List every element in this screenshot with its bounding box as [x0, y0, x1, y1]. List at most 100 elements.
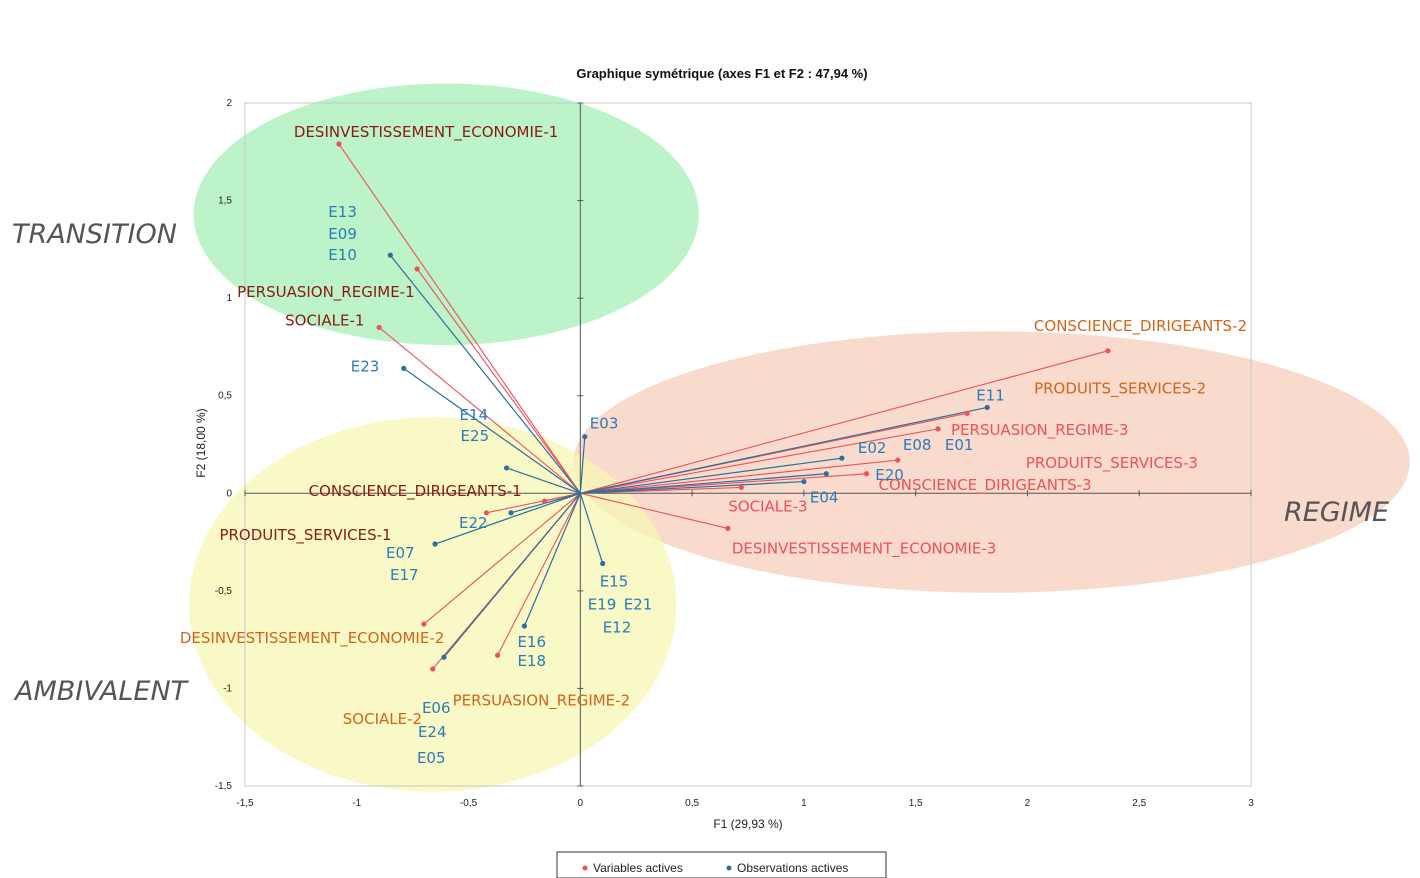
observation-label: E05	[417, 749, 446, 767]
variable-point	[738, 484, 744, 491]
observation-point	[582, 434, 588, 440]
observation-vector	[434, 492, 581, 545]
observation-point	[432, 541, 438, 547]
observation-label: E02	[858, 439, 887, 457]
observation-label: E16	[517, 633, 546, 651]
variable-point	[895, 457, 901, 463]
y-tick-label: -0,5	[215, 586, 233, 597]
zone-regime	[573, 331, 1410, 593]
observation-point	[503, 465, 510, 471]
x-tick-label: 0,5	[685, 798, 699, 809]
observation-label: E24	[418, 723, 447, 741]
observation-label: E25	[461, 427, 490, 445]
zone-transition-label: TRANSITION	[12, 219, 177, 250]
zone-ambivalent	[189, 417, 677, 792]
variable-label: PRODUITS_SERVICES-1	[219, 526, 391, 545]
observation-label: E19	[588, 596, 617, 614]
legend-variables-label: Variables actives	[593, 861, 683, 875]
observation-vector	[523, 493, 581, 627]
variable-label: SOCIALE-3	[728, 497, 807, 515]
observation-point	[508, 510, 514, 516]
observation-label: E18	[517, 652, 546, 670]
legend-variables-marker	[582, 865, 588, 871]
x-tick-label: 3	[1248, 798, 1254, 809]
observation-label: E01	[945, 436, 974, 454]
zone-regime-label: REGIME	[1284, 497, 1389, 528]
observation-label: E14	[460, 406, 489, 424]
zone-ambivalent-label: AMBIVALENT	[13, 676, 190, 707]
x-tick-label: 1	[801, 798, 807, 809]
observation-point	[441, 654, 447, 660]
observation-point	[600, 560, 606, 567]
observation-label: E09	[328, 225, 357, 243]
y-tick-label: 0	[226, 488, 232, 499]
observation-label: E08	[903, 436, 932, 454]
variable-vector	[486, 492, 581, 514]
variable-point	[964, 410, 970, 416]
observation-label: E04	[810, 489, 839, 507]
observation-label: E21	[624, 596, 653, 614]
observation-vector	[579, 436, 586, 494]
observation-label: E20	[875, 466, 904, 484]
observation-point	[387, 252, 393, 258]
observation-label: E17	[390, 566, 419, 584]
observation-label: E03	[590, 415, 619, 433]
zone-transition	[193, 83, 699, 345]
x-axis-title: F1 (29,93 %)	[713, 817, 782, 831]
observation-point	[823, 471, 829, 477]
observation-label: E12	[603, 619, 632, 637]
variable-point	[495, 652, 501, 658]
variable-label: PERSUASION_REGIME-3	[951, 421, 1129, 440]
variable-label: PRODUITS_SERVICES-2	[1034, 379, 1206, 398]
variable-vector	[580, 459, 898, 494]
variable-label: PRODUITS_SERVICES-3	[1026, 454, 1198, 473]
variable-vector	[423, 492, 581, 625]
observation-vector	[403, 367, 581, 494]
legend-observations-marker	[726, 865, 732, 871]
y-tick-label: -1,5	[215, 781, 233, 792]
variable-point	[935, 426, 941, 432]
y-axis-title: F2 (18,00 %)	[194, 408, 208, 477]
observation-label: E10	[328, 246, 357, 264]
legend: Variables actives Observations actives	[556, 851, 887, 878]
observation-label: E15	[600, 573, 629, 591]
y-tick-label: 1	[226, 293, 232, 304]
variable-label: PERSUASION_REGIME-1	[237, 283, 415, 302]
observation-label: E22	[459, 514, 488, 532]
variable-label: DESINVESTISSEMENT_ECONOMIE-1	[294, 123, 558, 142]
variable-label: DESINVESTISSEMENT_ECONOMIE-2	[180, 629, 444, 648]
variable-label: SOCIALE-2	[343, 710, 422, 728]
observation-vector	[580, 480, 804, 494]
observation-vector	[580, 473, 827, 494]
y-tick-label: 1,5	[218, 196, 232, 207]
variable-vector	[338, 143, 581, 494]
observation-label: E23	[351, 357, 380, 375]
variable-label: CONSCIENCE_DIRIGEANTS-3	[878, 476, 1091, 495]
observation-vector	[579, 493, 604, 564]
observation-vector	[389, 254, 581, 494]
observation-point	[801, 478, 807, 485]
y-tick-label: -1	[223, 683, 232, 694]
variable-vector	[378, 326, 581, 494]
observation-label: E11	[976, 386, 1005, 404]
x-tick-label: 2,5	[1132, 798, 1146, 809]
variable-vector	[497, 493, 581, 656]
observation-vector	[580, 406, 988, 494]
x-tick-label: -1	[352, 798, 361, 809]
observation-label: E13	[328, 203, 357, 221]
variable-label: PERSUASION_REGIME-2	[453, 691, 631, 710]
legend-observations-label: Observations actives	[737, 861, 848, 875]
variable-point	[483, 510, 490, 516]
variable-point	[725, 525, 731, 532]
variable-vector	[580, 350, 1109, 494]
x-tick-label: -0,5	[460, 798, 478, 809]
variable-vector	[580, 428, 939, 494]
variable-point	[376, 324, 382, 331]
variable-point	[863, 471, 870, 477]
x-tick-label: 0	[578, 798, 584, 809]
variable-point	[414, 266, 420, 272]
variable-point	[1105, 348, 1111, 354]
plot-area	[244, 102, 1252, 787]
observation-vector	[580, 457, 842, 494]
